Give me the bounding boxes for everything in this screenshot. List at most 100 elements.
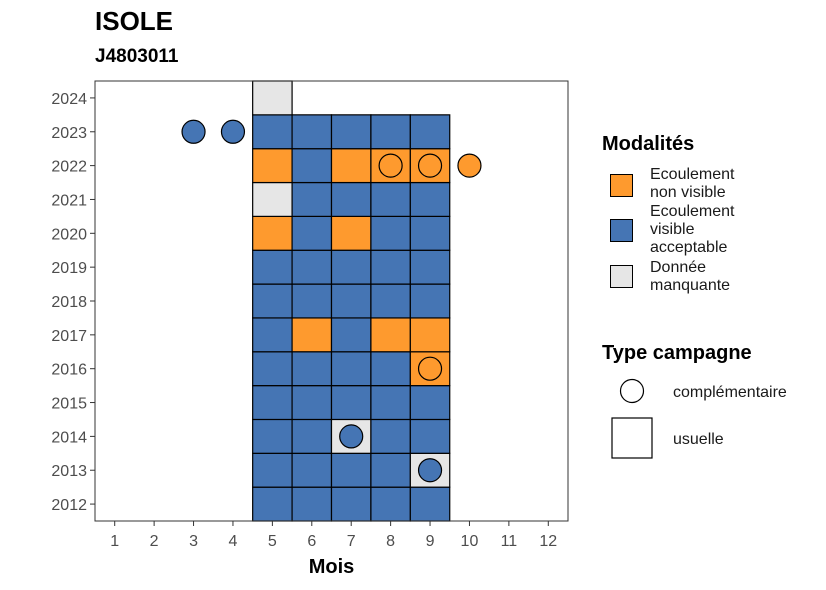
y-tick-label-2021: 2021 xyxy=(51,192,87,209)
legend-circle-key xyxy=(619,378,645,404)
cell-2016-7 xyxy=(330,351,372,387)
cell-2013-8 xyxy=(370,452,411,488)
y-tick-label-2019: 2019 xyxy=(51,260,87,277)
cell-2012-5 xyxy=(252,486,293,522)
y-tick-label-2023: 2023 xyxy=(51,125,87,142)
cell-2020-6 xyxy=(291,215,333,251)
y-tick-label-2014: 2014 xyxy=(51,429,87,446)
cell-2021-6 xyxy=(291,181,333,217)
cell-2014-6 xyxy=(291,418,333,454)
cell-2013-7 xyxy=(330,452,372,488)
cell-2017-5 xyxy=(252,317,293,353)
cell-2012-9 xyxy=(409,486,451,522)
y-tick-label-2022: 2022 xyxy=(51,159,87,176)
cell-2015-9 xyxy=(409,385,451,421)
cell-2019-7 xyxy=(330,249,372,285)
cell-2020-5 xyxy=(252,215,293,251)
cell-2023-9 xyxy=(409,114,451,150)
cell-2015-8 xyxy=(370,385,411,421)
y-axis: 2012 2013 2014 2015 2016 2017 2018 2019 2020 2021… xyxy=(51,91,95,514)
y-tick-label-2016: 2016 xyxy=(51,362,87,379)
cell-2019-6 xyxy=(291,249,333,285)
x-axis: 1 2 3 4 5 6 7 8 9 10 11 12 xyxy=(110,521,557,550)
circle-2014-7 xyxy=(339,424,364,449)
legend-label-donnee-manquante: Donnée manquante xyxy=(650,259,731,294)
x-tick-label-9: 9 xyxy=(426,533,435,550)
cell-2023-5 xyxy=(252,114,293,150)
cell-2018-7 xyxy=(330,283,372,319)
cell-2015-6 xyxy=(291,385,333,421)
cell-2021-9 xyxy=(409,181,451,217)
cell-2023-8 xyxy=(370,114,411,150)
cell-2017-7 xyxy=(330,317,372,353)
circle-2023-4 xyxy=(220,119,246,144)
cell-2022-5 xyxy=(252,148,293,184)
chart-title: ISOLE xyxy=(95,6,174,36)
cell-2013-6 xyxy=(291,452,333,488)
cell-2023-7 xyxy=(330,114,372,150)
circle-2013-9 xyxy=(417,458,443,483)
circle-2022-8 xyxy=(378,153,403,178)
cell-2014-8 xyxy=(370,418,411,454)
cell-2020-7 xyxy=(330,215,372,251)
y-tick-label-2013: 2013 xyxy=(51,463,87,480)
legend-square-key xyxy=(611,417,653,459)
cell-2019-5 xyxy=(252,249,293,285)
legend-swatch-donnee-manquante xyxy=(610,265,633,288)
cell-2024-5 xyxy=(252,80,293,116)
circles-layer xyxy=(181,119,482,483)
y-tick-label-2017: 2017 xyxy=(51,328,87,345)
x-tick-label-11: 11 xyxy=(501,533,518,550)
cell-2020-9 xyxy=(409,215,451,251)
cell-2017-9 xyxy=(409,317,451,353)
circle-2022-9 xyxy=(417,153,443,178)
cell-2019-9 xyxy=(409,249,451,285)
legend-swatch-visible-acceptable xyxy=(610,219,633,242)
cell-2018-9 xyxy=(409,283,451,319)
cell-2014-9 xyxy=(409,418,451,454)
x-tick-label-12: 12 xyxy=(539,533,557,550)
x-tick-label-1: 1 xyxy=(110,533,119,550)
cell-2012-6 xyxy=(291,486,333,522)
y-tick-label-2015: 2015 xyxy=(51,396,87,413)
x-axis-title: Mois xyxy=(309,556,355,578)
y-tick-label-2024: 2024 xyxy=(51,91,87,108)
circle-2023-3 xyxy=(181,119,206,144)
cell-2020-8 xyxy=(370,215,411,251)
y-tick-label-2012: 2012 xyxy=(51,497,87,514)
cell-2016-5 xyxy=(252,351,293,387)
cell-2015-5 xyxy=(252,385,293,421)
cell-2018-5 xyxy=(252,283,293,319)
legend-label-usuelle: usuelle xyxy=(673,431,724,448)
chart-subtitle: J4803011 xyxy=(95,46,179,67)
cells-layer xyxy=(252,80,451,522)
x-tick-label-10: 10 xyxy=(461,533,479,550)
cell-2022-7 xyxy=(330,148,372,184)
circle-2016-9 xyxy=(417,356,443,381)
y-tick-label-2020: 2020 xyxy=(51,226,87,243)
x-tick-label-8: 8 xyxy=(386,533,395,550)
cell-2019-8 xyxy=(370,249,411,285)
x-tick-label-4: 4 xyxy=(229,533,238,550)
cell-2022-6 xyxy=(291,148,333,184)
x-tick-label-6: 6 xyxy=(307,533,316,550)
cell-2017-6 xyxy=(291,317,333,353)
cell-2013-5 xyxy=(252,452,293,488)
legend-label-non-visible: Ecoulement non visible xyxy=(650,166,735,201)
x-tick-label-2: 2 xyxy=(150,533,159,550)
cell-2018-6 xyxy=(291,283,333,319)
cell-2021-5 xyxy=(252,181,293,217)
legend-label-visible-acceptable: Ecoulement visible acceptable xyxy=(650,203,735,256)
x-tick-label-3: 3 xyxy=(189,533,198,550)
legend-label-complementaire: complémentaire xyxy=(673,384,787,401)
x-tick-label-7: 7 xyxy=(347,533,356,550)
cell-2016-6 xyxy=(291,351,333,387)
cell-2016-8 xyxy=(370,351,411,387)
circle-2022-10 xyxy=(457,153,482,178)
cell-2015-7 xyxy=(330,385,372,421)
cell-2012-7 xyxy=(330,486,372,522)
cell-2021-8 xyxy=(370,181,411,217)
y-tick-label-2018: 2018 xyxy=(51,294,87,311)
x-tick-label-5: 5 xyxy=(268,533,277,550)
